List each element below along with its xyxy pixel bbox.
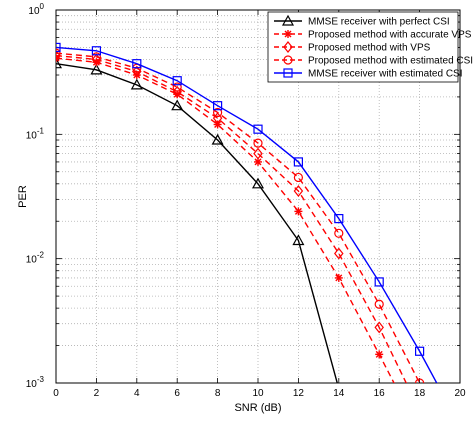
series-3 (56, 48, 425, 383)
legend-label: Proposed method with estimated CSI (308, 56, 473, 67)
y-tick-label: 100 (28, 2, 44, 17)
legend-marker (284, 30, 292, 38)
data-point (293, 185, 304, 197)
marker-stroke (173, 90, 181, 98)
data-point (253, 147, 263, 160)
data-point (172, 82, 182, 92)
marker-stroke (284, 30, 292, 38)
data-point (374, 321, 384, 334)
series-line (56, 54, 407, 383)
marker-stroke (335, 274, 343, 282)
y-tick-label: 10-1 (26, 126, 45, 141)
data-point (213, 107, 223, 118)
data-point (172, 76, 182, 86)
data-point (253, 124, 263, 134)
legend-marker (283, 55, 293, 65)
marker-stroke (56, 57, 60, 62)
data-point (293, 172, 303, 183)
x-tick-label: 12 (293, 388, 305, 399)
data-point (91, 46, 102, 56)
y-axis-label: PER (17, 185, 29, 208)
axes (55, 9, 461, 384)
data-point (334, 273, 343, 282)
legend-marker (283, 68, 293, 78)
series-line (56, 62, 338, 383)
x-tick-label: 16 (374, 388, 386, 399)
data-point (130, 78, 143, 90)
data-point (132, 59, 142, 69)
data-point (415, 346, 425, 356)
x-tick-label: 4 (134, 388, 140, 399)
series-4 (56, 42, 438, 383)
x-tick-label: 10 (252, 388, 264, 399)
legend-marker (283, 41, 293, 53)
data-point (415, 378, 425, 383)
x-tick-label: 14 (333, 388, 345, 399)
legend-entry: Proposed method with estimated CSI (274, 55, 473, 67)
legend-entry: MMSE receiver with perfect CSI (274, 14, 450, 28)
x-tick-label: 2 (94, 388, 100, 399)
data-point (171, 99, 184, 111)
data-point (374, 277, 384, 287)
series-1 (56, 54, 395, 383)
data-point (253, 138, 263, 148)
legend-entry: Proposed method with VPS (274, 41, 431, 54)
data-point (213, 101, 223, 111)
y-tick-label: 10-2 (26, 251, 45, 266)
data-point (211, 133, 224, 145)
series-2 (56, 49, 407, 383)
data-point (56, 57, 63, 69)
legend: MMSE receiver with perfect CSI Proposed m… (267, 11, 473, 83)
data-point (91, 52, 102, 62)
legend-label: Proposed method with accurate VPS (308, 30, 472, 41)
legend-marker (281, 14, 295, 26)
data-point (334, 214, 344, 224)
marker-stroke (214, 120, 222, 128)
legend-label: MMSE receiver with estimated CSI (308, 69, 463, 80)
data-point (56, 48, 61, 58)
data-point (90, 63, 103, 75)
x-tick-label: 0 (53, 388, 59, 399)
series-0 (56, 57, 338, 383)
data-point (212, 112, 223, 125)
marker-stroke (294, 207, 302, 215)
legend-entry: Proposed method with accurate VPS (274, 30, 472, 41)
data-point (56, 42, 61, 53)
series-line (56, 57, 395, 383)
data-point (334, 247, 344, 260)
x-tick-label: 20 (454, 388, 466, 399)
series-line (56, 52, 421, 383)
data-point (294, 207, 303, 216)
data-point (375, 350, 384, 359)
data-point (292, 234, 305, 246)
marker-stroke (254, 158, 262, 166)
data-point (334, 228, 344, 238)
legend-entry: MMSE receiver with estimated CSI (274, 68, 463, 80)
x-tick-label: 18 (414, 388, 426, 399)
data-point (251, 177, 265, 189)
marker-stroke (375, 350, 383, 358)
legend-label: MMSE receiver with perfect CSI (308, 17, 450, 28)
series-line (56, 46, 438, 383)
legend-label: Proposed method with VPS (308, 43, 431, 54)
y-tick-label: 10-3 (26, 375, 45, 390)
tick-labels: 0 2 4 6 8 10 12 14 16 18 20 100 10-1 10-2 10-3 (26, 2, 466, 399)
data-point (213, 120, 222, 129)
x-axis-label: SNR (dB) (234, 402, 281, 414)
data-point (374, 299, 384, 309)
x-tick-label: 6 (174, 388, 180, 399)
series-lines (56, 42, 438, 383)
x-tick-label: 8 (215, 388, 221, 399)
data-point (293, 157, 303, 167)
